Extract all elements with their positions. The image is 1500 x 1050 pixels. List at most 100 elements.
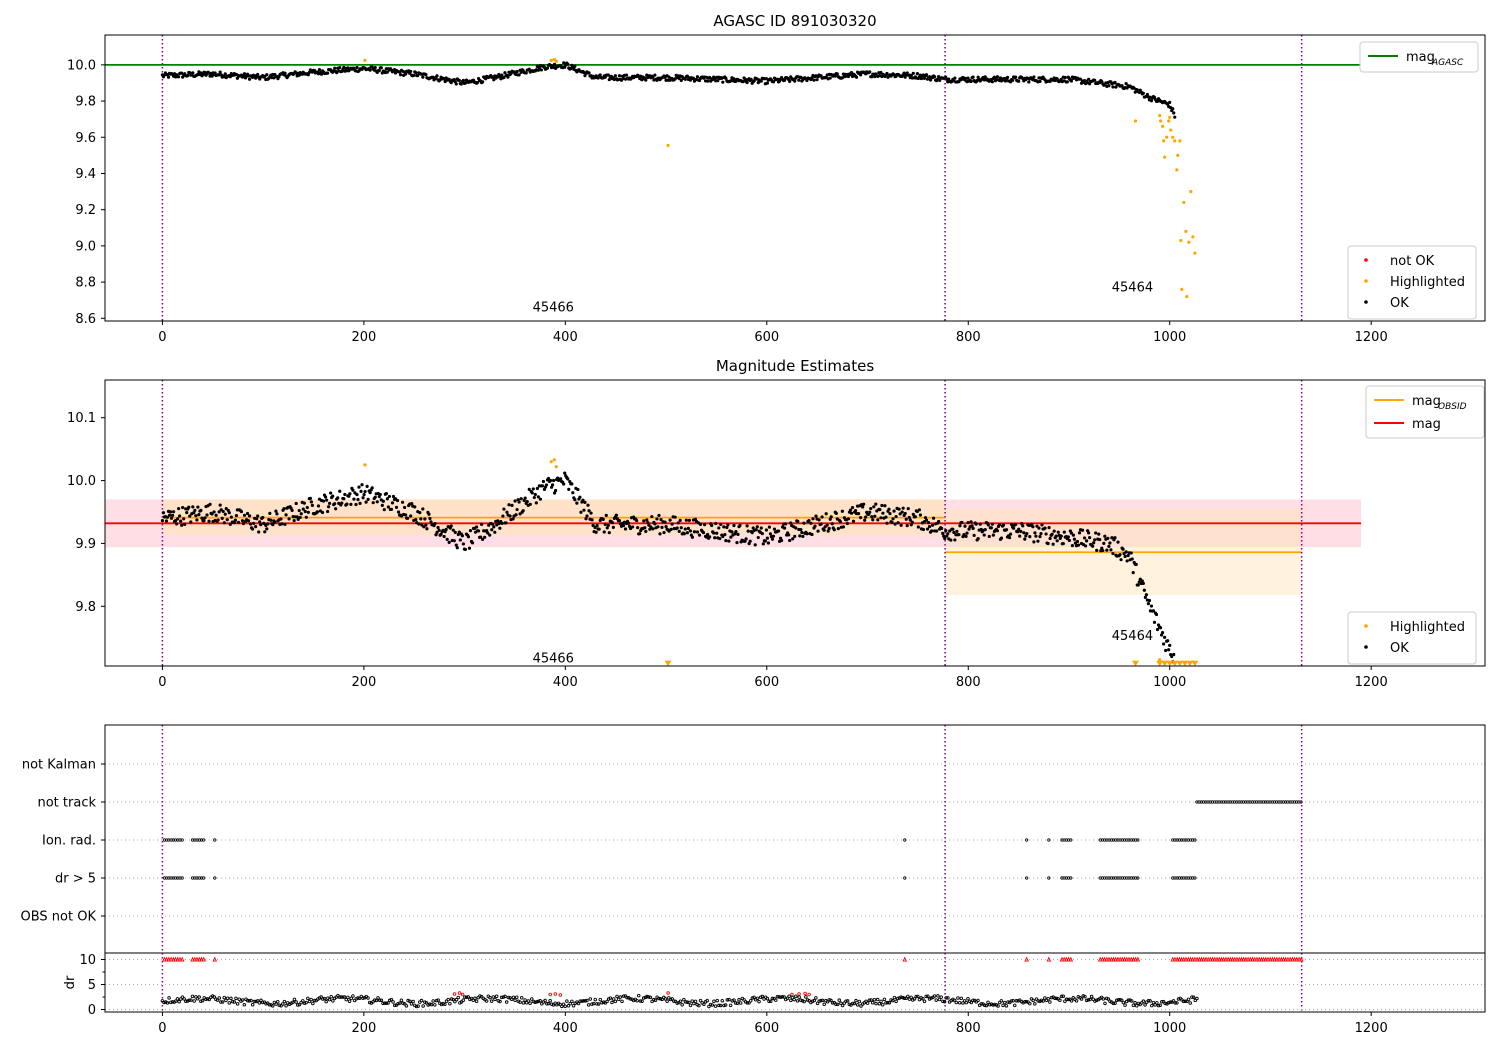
data-point: [194, 514, 198, 518]
data-point: [1181, 999, 1186, 1004]
data-point: [834, 511, 838, 515]
data-point: [500, 521, 504, 525]
data-point: [960, 520, 964, 525]
data-point: [836, 527, 840, 531]
data-point: [306, 73, 310, 77]
data-point: [930, 523, 935, 527]
data-point: [1101, 548, 1105, 553]
data-point: [678, 518, 682, 522]
data-point: [820, 998, 825, 1003]
data-point: [1091, 544, 1095, 548]
data-point: [718, 1003, 723, 1008]
data-point: [504, 1000, 509, 1004]
data-point: [952, 998, 957, 1003]
data-point: [757, 999, 761, 1004]
data-point: [897, 507, 901, 511]
data-point: [591, 523, 595, 528]
data-point: [1131, 570, 1135, 575]
data-point: [1254, 956, 1260, 962]
data-point: [737, 998, 741, 1002]
data-point: [885, 1000, 890, 1005]
data-point: [302, 501, 306, 505]
data-point: [514, 513, 518, 517]
data-point: [234, 996, 238, 1001]
data-point: [919, 76, 924, 81]
data-point: [735, 1001, 740, 1005]
data-point: [579, 510, 583, 514]
data-point: [342, 995, 347, 999]
data-point: [745, 524, 749, 528]
data-point: [1097, 532, 1101, 536]
chart-title: AGASC ID 891030320: [713, 12, 876, 30]
data-point: [200, 516, 204, 520]
data-point: [1241, 956, 1246, 962]
data-point: [712, 531, 716, 535]
data-point: [1134, 1003, 1139, 1008]
data-point: [1083, 544, 1088, 548]
data-point: [1169, 128, 1173, 132]
data-point: [641, 996, 646, 1000]
data-point: [971, 75, 975, 79]
data-point: [1014, 522, 1018, 527]
data-point: [329, 994, 333, 999]
data-point: [265, 73, 269, 77]
data-point: [196, 505, 200, 509]
data-point: [298, 515, 302, 520]
data-point: [663, 520, 667, 524]
data-point: [982, 1003, 987, 1007]
data-point: [940, 526, 944, 530]
data-point: [657, 996, 661, 1001]
data-point: [870, 515, 874, 519]
data-point: [162, 956, 167, 962]
data-point: [1175, 1001, 1179, 1005]
data-point: [513, 998, 517, 1002]
legend-label: mag: [1406, 50, 1435, 65]
data-point: [1259, 956, 1264, 962]
data-point: [247, 77, 252, 81]
data-point: [245, 998, 250, 1003]
data-point: [218, 503, 222, 507]
data-point: [578, 999, 582, 1003]
data-point: [688, 529, 692, 533]
data-point: [1111, 551, 1115, 556]
data-point: [221, 509, 225, 514]
data-point: [306, 996, 310, 1001]
data-point: [1171, 107, 1175, 111]
data-point: [1131, 1003, 1136, 1008]
data-point: [554, 59, 558, 63]
data-point: [358, 501, 362, 505]
data-point: [939, 995, 943, 999]
data-point: [840, 1003, 845, 1008]
data-point: [869, 506, 873, 511]
data-point: [1230, 956, 1235, 962]
data-point: [511, 517, 515, 521]
data-point: [772, 527, 777, 531]
data-point: [1034, 534, 1038, 538]
data-point: [414, 1004, 419, 1009]
data-point: [341, 995, 345, 999]
data-point: [899, 523, 903, 527]
data-point: [168, 956, 174, 962]
data-point: [692, 1001, 696, 1006]
data-point: [1276, 956, 1282, 962]
x-tick-label: 0: [158, 675, 166, 690]
data-point: [1056, 530, 1060, 534]
data-point: [617, 519, 622, 523]
data-point: [598, 73, 602, 77]
data-point: [1156, 1003, 1161, 1008]
data-point: [1172, 111, 1176, 115]
data-point: [1239, 956, 1244, 962]
data-point: [1048, 1000, 1052, 1004]
data-point: [1188, 956, 1193, 962]
series-highlightedpoints: [363, 57, 1197, 299]
data-point: [1048, 536, 1052, 541]
data-point: [1088, 997, 1092, 1002]
data-point: [301, 507, 305, 511]
data-point: [1039, 531, 1043, 536]
data-point: [207, 997, 211, 1002]
data-point: [1165, 135, 1169, 139]
data-point: [922, 999, 927, 1004]
data-point: [617, 74, 622, 78]
data-point: [811, 517, 815, 521]
data-point: [710, 523, 714, 528]
